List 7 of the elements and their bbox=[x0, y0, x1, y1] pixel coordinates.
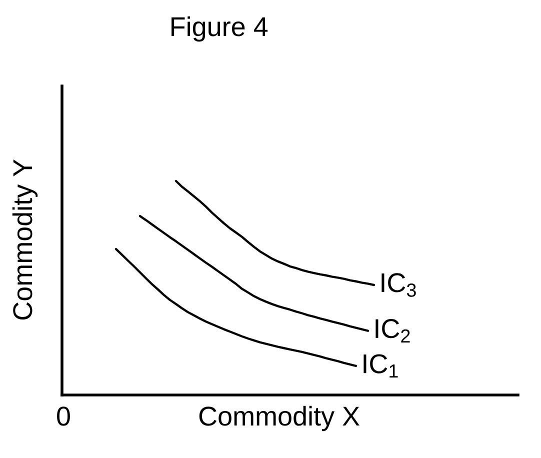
x-axis-title: Commodity X bbox=[199, 406, 360, 432]
y-axis-title: Commodity Y bbox=[12, 159, 38, 320]
series-label: IC$_{1}$ bbox=[364, 354, 398, 378]
series-label: IC$_{3}$ bbox=[382, 273, 416, 297]
chart-title: Figure 4 bbox=[172, 16, 268, 42]
series-label: IC$_{2}$ bbox=[376, 319, 410, 343]
text: 0 bbox=[57, 406, 70, 426]
